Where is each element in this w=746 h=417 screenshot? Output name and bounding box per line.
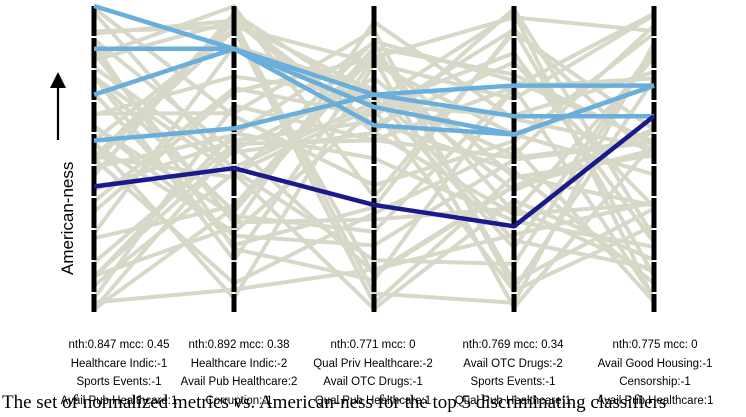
axis-2-feature-3: Corruption:-1 <box>205 394 273 407</box>
axis-1-metric: nth:0.847 mcc: 0.45 <box>68 339 170 351</box>
axis-2-feature-2: Avail Pub Healthcare:2 <box>180 376 298 388</box>
axis-2-metric: nth:0.892 mcc: 0.38 <box>188 339 290 351</box>
axis-3-feature-3: Qual Pub Healthcare:1 <box>314 394 432 407</box>
parallel-coordinates-chart <box>91 3 657 312</box>
axis-5-feature-2: Censorship:-1 <box>619 376 691 388</box>
background-line <box>92 11 656 267</box>
y-axis-label-group: American-ness <box>26 60 86 290</box>
figure-caption: The set of normalized metrics vs. Americ… <box>2 392 667 413</box>
axis-1-feature-3: Avail Pub Healthcare:1 <box>60 394 178 407</box>
axis-3-feature-1: Qual Priv Healthcare:-2 <box>313 357 433 370</box>
axis-4-feature-2: Sports Events:-1 <box>470 376 556 388</box>
highlight-line-5 <box>93 114 656 229</box>
axis-3-metric: nth:0.771 mcc: 0 <box>330 339 416 351</box>
axis-1-feature-2: Sports Events:-1 <box>76 376 162 388</box>
axis-4-metric: nth:0.769 mcc: 0.34 <box>462 339 564 351</box>
axis-label-2: nth:0.892 mcc: 0.38 Healthcare Indic:-2 … <box>164 336 314 410</box>
axis-label-4: nth:0.769 mcc: 0.34 Avail OTC Drugs:-2 S… <box>438 336 588 410</box>
highlight-line-4 <box>93 83 654 143</box>
axis-label-3: nth:0.771 mcc: 0 Qual Priv Healthcare:-2… <box>298 336 448 410</box>
axis-5-metric: nth:0.775 mcc: 0 <box>612 339 698 351</box>
axis-3-feature-2: Avail OTC Drugs:-1 <box>323 376 423 388</box>
axis-5-feature-3: Avail Pub Healthcare:1 <box>596 394 714 407</box>
background-line <box>93 3 656 201</box>
axis-2-feature-1: Healthcare Indic:-2 <box>190 357 288 370</box>
y-axis-label: American-ness <box>58 161 77 275</box>
up-arrow-icon <box>50 72 66 140</box>
axis-1-feature-1: Healthcare Indic:-1 <box>70 357 168 370</box>
axis-label-1: nth:0.847 mcc: 0.45 Healthcare Indic:-1 … <box>44 336 194 410</box>
axis-5-feature-1: Avail Good Housing:-1 <box>597 357 713 370</box>
axis-4-feature-3: Qual Pub Healthcare:1 <box>454 394 572 407</box>
axis-4-feature-1: Avail OTC Drugs:-2 <box>463 357 563 370</box>
axis-label-5: nth:0.775 mcc: 0 Avail Good Housing:-1 C… <box>580 336 730 410</box>
